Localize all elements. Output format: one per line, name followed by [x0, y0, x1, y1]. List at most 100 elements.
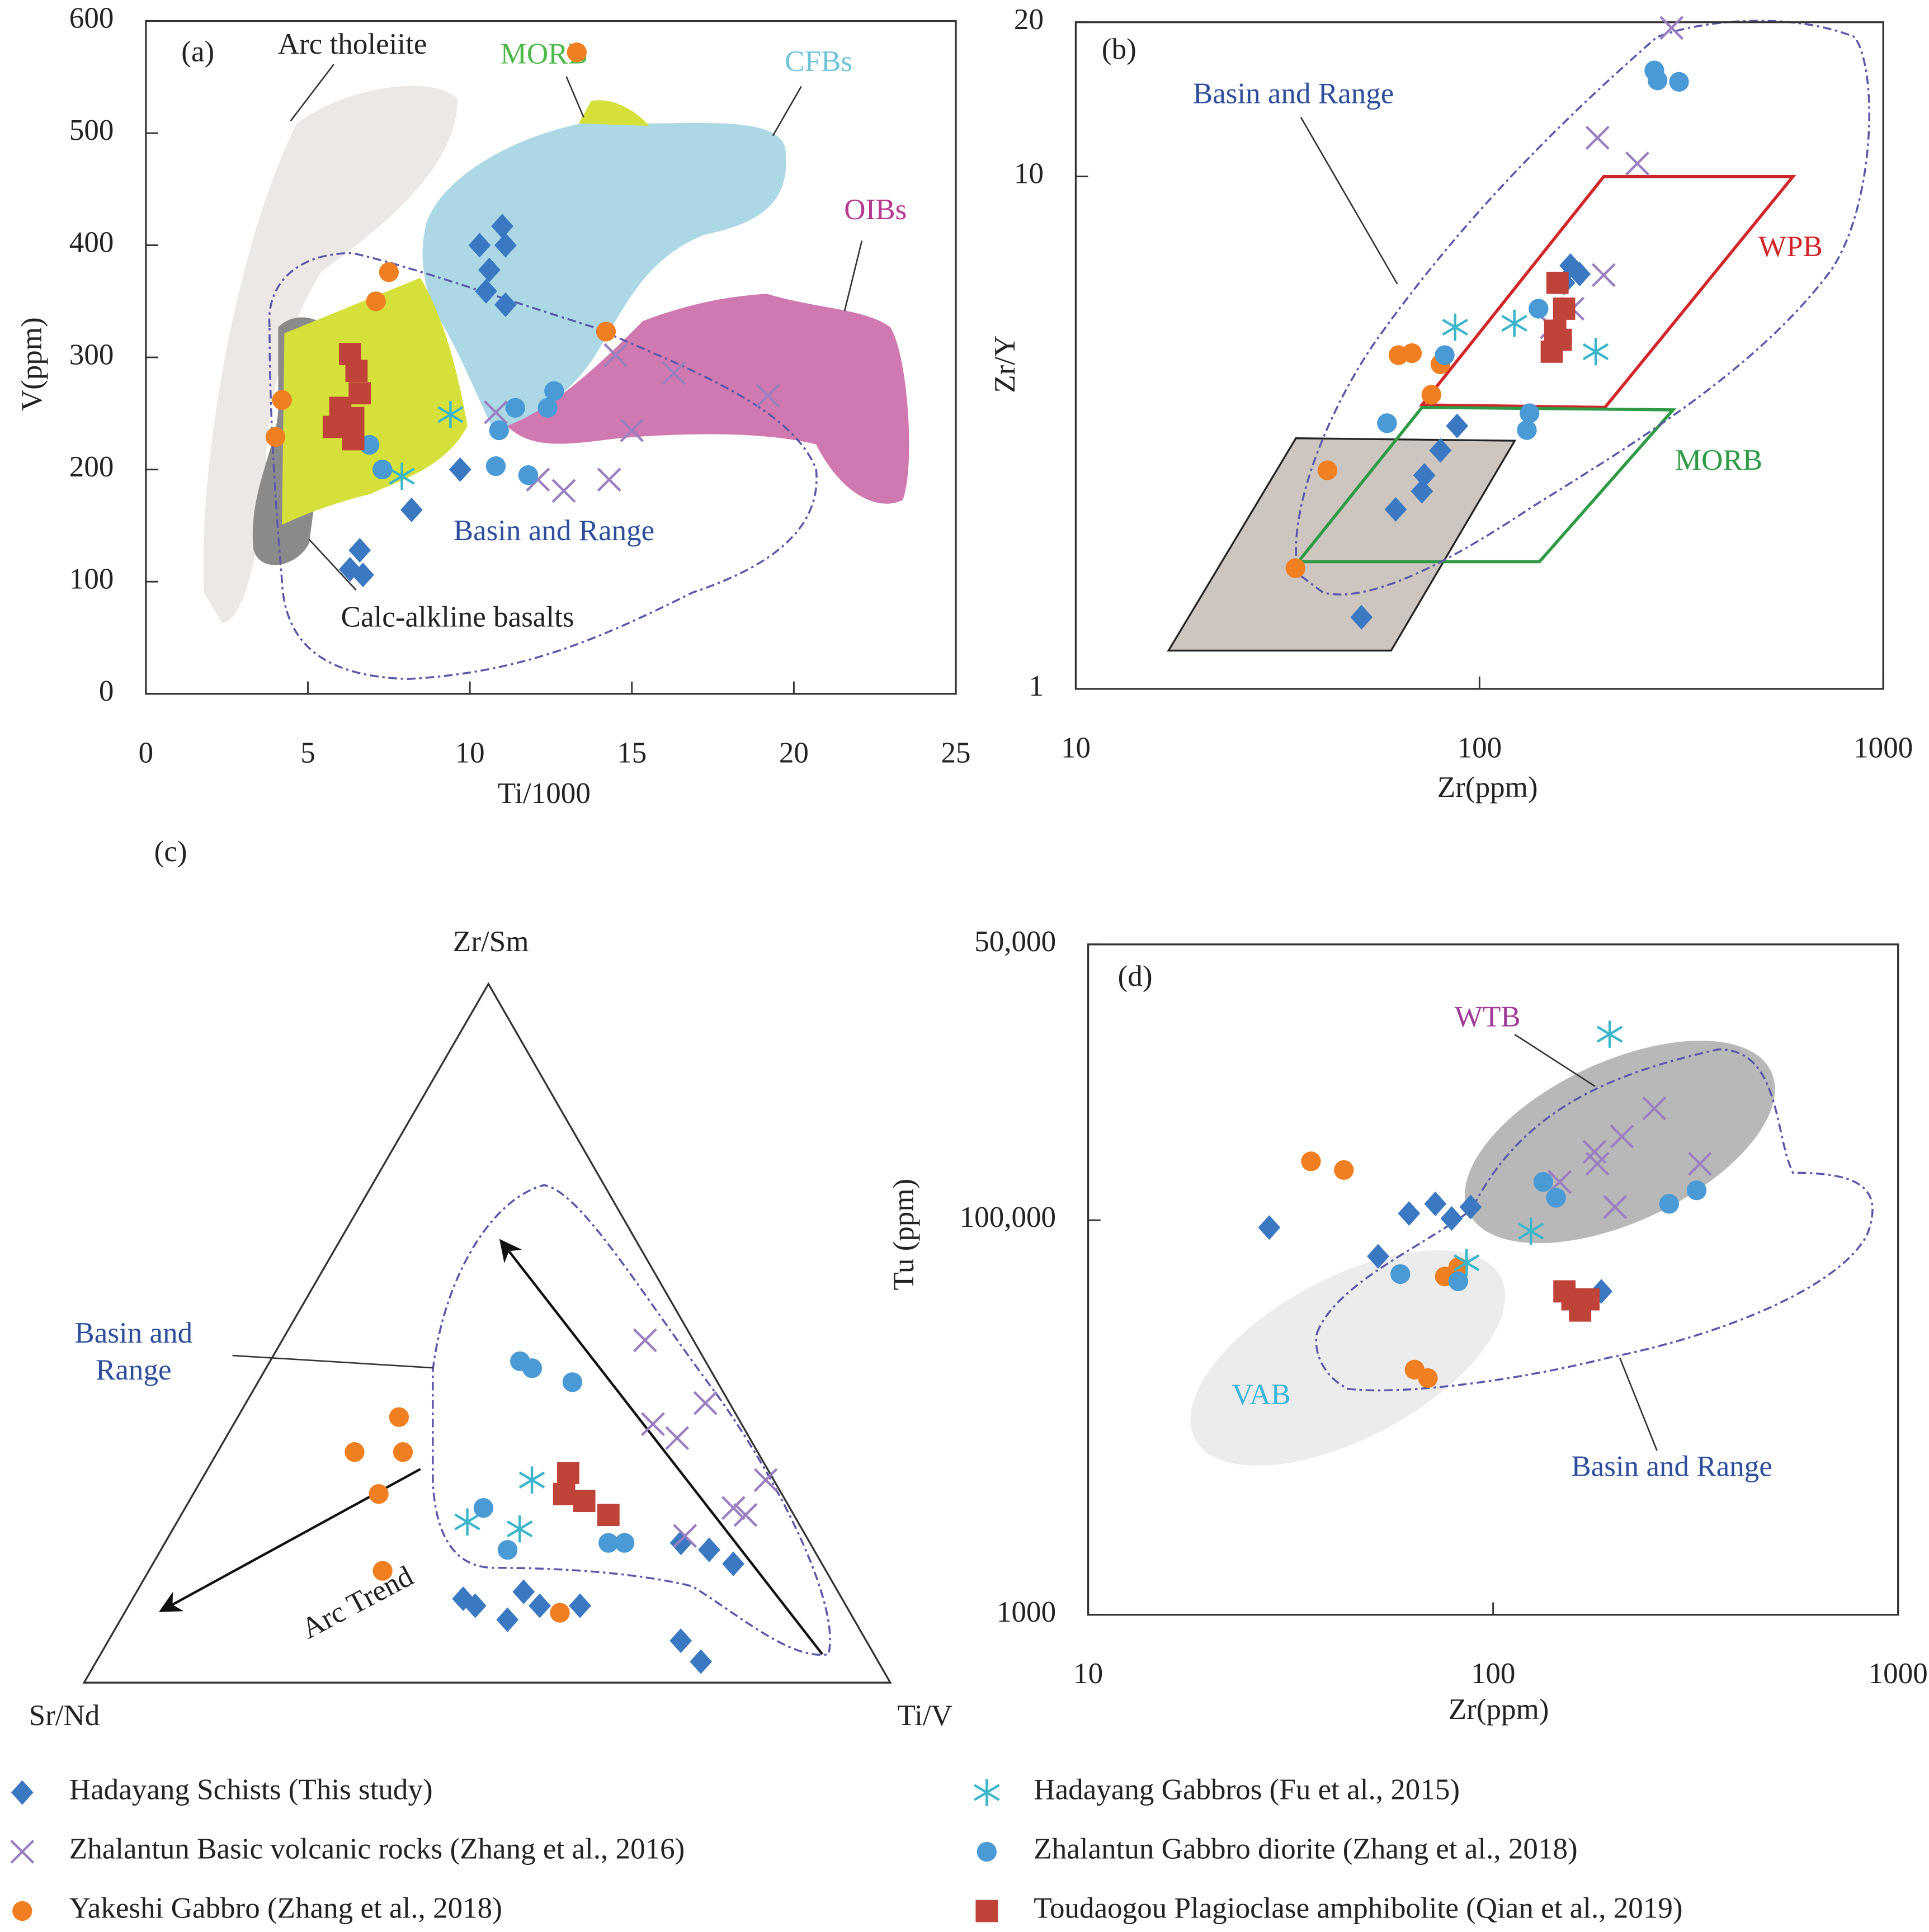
y-tick-label: 100 [69, 563, 114, 595]
annotation: Arc tholeiite [278, 28, 427, 60]
data-point [669, 1531, 692, 1556]
legend-label: Zhalantun Basic volcanic rocks (Zhang et… [69, 1833, 685, 1865]
data-point [1418, 1368, 1438, 1388]
annotation: Arc Trend [296, 1560, 419, 1645]
data-point [1459, 1194, 1482, 1220]
data-point [322, 415, 345, 438]
data-point [550, 1603, 570, 1623]
legend-marker [977, 1841, 997, 1862]
panel-label: (a) [181, 35, 214, 68]
x-tick-label: 0 [139, 736, 154, 769]
data-point [673, 1524, 697, 1548]
data-point [597, 1504, 620, 1527]
data-point [614, 1533, 635, 1553]
data-point [551, 479, 576, 503]
data-point [633, 1328, 657, 1353]
data-point [1585, 1151, 1610, 1176]
x-tick-label: 10 [1061, 731, 1091, 764]
x-tick-label: 20 [779, 736, 809, 769]
data-point [449, 457, 471, 482]
data-point [359, 434, 380, 455]
data-point [494, 292, 517, 317]
data-point [557, 1462, 579, 1485]
data-point [1647, 70, 1668, 91]
data-point [505, 398, 525, 418]
fields-a [203, 63, 909, 680]
data-point [1549, 328, 1572, 351]
data-point [522, 1358, 543, 1378]
data-point [662, 361, 686, 385]
data-point [562, 1372, 583, 1392]
annotation: WPB [1758, 230, 1823, 263]
data-point [1625, 151, 1649, 176]
data-point [1421, 385, 1441, 405]
apex-label: Sr/Nd [29, 1699, 100, 1732]
annotation: Basin and Range [454, 514, 655, 547]
x-tick-label: 5 [300, 736, 315, 769]
data-point [1398, 1201, 1421, 1226]
y-tick-label: 10 [1014, 158, 1044, 190]
legend-label: Hadayang Schists (This study) [69, 1774, 433, 1806]
data-point [1546, 1188, 1566, 1208]
annotation: Basin and Range [1193, 77, 1394, 110]
data-point [272, 390, 292, 410]
data-point [1424, 1191, 1447, 1216]
x-axis-label: Zr(ppm) [1449, 1693, 1549, 1726]
data-point [1517, 420, 1537, 440]
data-point [379, 262, 399, 282]
data-point [596, 322, 616, 342]
data-point [400, 497, 423, 522]
annotation: Basin and [74, 1317, 192, 1349]
data-point [389, 462, 415, 490]
data-point [473, 1498, 494, 1518]
y-axis-label: Tu (ppm) [888, 1179, 920, 1291]
data-point [491, 214, 513, 239]
data-point [1446, 413, 1469, 438]
legend-marker [11, 1780, 34, 1805]
data-point [1686, 1180, 1707, 1201]
y-tick-label: 1000 [997, 1596, 1056, 1628]
data-point [265, 427, 286, 447]
apex-label: Zr/Sm [453, 925, 529, 958]
data-point [553, 1482, 576, 1505]
annotation: WTB [1455, 1001, 1521, 1033]
data-point [489, 420, 509, 441]
data-point [348, 382, 371, 405]
data-point [698, 1537, 720, 1562]
data-point [1659, 1194, 1680, 1214]
data-point [518, 465, 539, 485]
data-point [518, 1466, 545, 1494]
y-tick-label: 600 [69, 2, 114, 35]
data-point [1367, 1244, 1389, 1269]
data-point [454, 1508, 480, 1536]
panel-label: (c) [154, 835, 187, 868]
data-point [569, 1593, 592, 1618]
data-point [1553, 297, 1576, 320]
data-point [722, 1551, 745, 1576]
y-tick-label: 200 [69, 451, 114, 483]
y-tick-label: 500 [69, 114, 114, 147]
data-point [693, 1391, 718, 1415]
y-tick-label: 20 [1014, 3, 1044, 36]
data-point [756, 383, 780, 408]
x-tick-label: 25 [941, 736, 970, 769]
data-point [1384, 497, 1407, 522]
data-point [1569, 1299, 1592, 1322]
data-point [1546, 271, 1569, 294]
data-point [475, 278, 498, 304]
data-point [1448, 1271, 1468, 1292]
x-tick-label: 100 [1471, 1657, 1516, 1690]
data-point [597, 467, 621, 492]
data-point [1301, 1151, 1321, 1172]
data-point [1603, 1195, 1628, 1219]
data-point [529, 1593, 551, 1618]
data-point [1585, 125, 1610, 150]
data-point [733, 1503, 758, 1527]
data-point [544, 381, 564, 401]
data-point [496, 1607, 519, 1632]
legend-label: Toudaogou Plagioclase amphibolite (Qian … [1034, 1892, 1682, 1925]
data-point [1442, 313, 1468, 341]
data-point [348, 537, 371, 563]
x-tick-label: 1000 [1869, 1657, 1928, 1690]
ternary-frame [82, 982, 892, 1684]
